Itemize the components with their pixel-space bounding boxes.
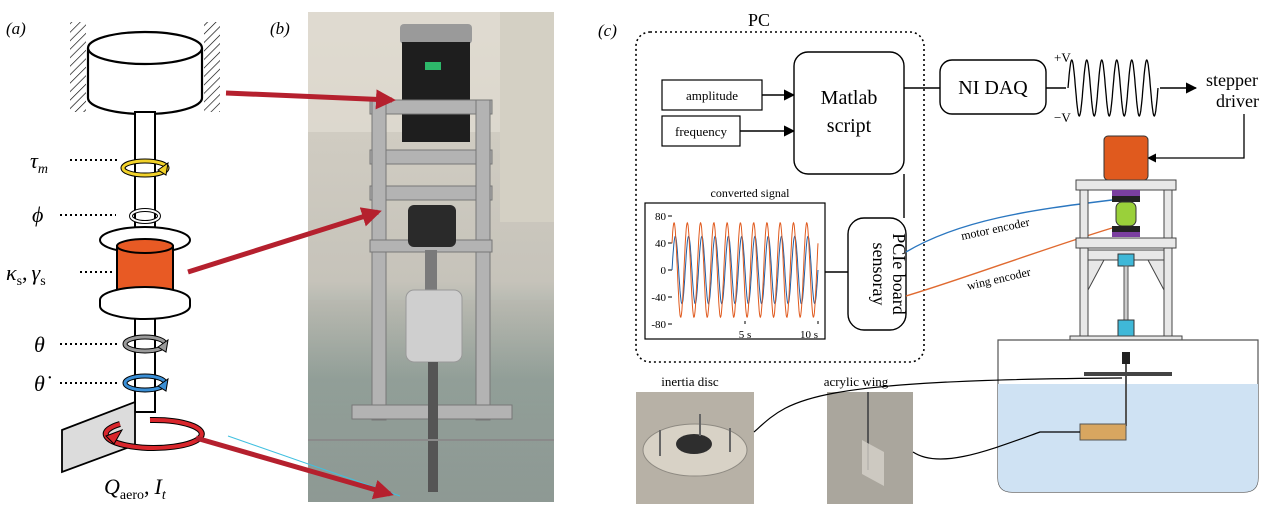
rig-coupler-top [1112, 190, 1140, 196]
left-wall-hatch [70, 22, 86, 112]
rig-top-plate [1075, 179, 1177, 191]
x-tick-label: 5 s [739, 329, 752, 341]
step-signal-wave [1067, 59, 1159, 117]
matlab-box [793, 51, 905, 175]
board-label-1: sensoray [869, 243, 889, 306]
acrylic-wing-photo [827, 392, 913, 504]
rig-mid-plate [1075, 237, 1177, 249]
label-theta: θ [34, 332, 45, 357]
y-tick-label: -80 [651, 319, 666, 331]
water [998, 384, 1258, 492]
pc-box [635, 31, 925, 363]
stepper-label-1: stepper [1206, 70, 1258, 90]
rig-drawing [997, 135, 1259, 493]
x-tick-label: 10 s [800, 329, 818, 341]
y-tick-label: 80 [655, 211, 667, 223]
photo-inertia-disc [405, 289, 463, 363]
signal-series-2 [671, 221, 819, 319]
panel-b: (b) [227, 12, 554, 502]
inertia-disc-photo [636, 392, 754, 504]
y-tick-label: -40 [651, 292, 666, 304]
label-q-aero-inertia: Qaero, It [104, 474, 167, 503]
chart-title: converted signal [711, 186, 791, 200]
rig-brace-right [1147, 259, 1165, 291]
acrylic-wing-pointer [912, 431, 1080, 460]
matlab-label-1: Matlab [821, 87, 878, 109]
board-label-2: PCIe board [889, 233, 909, 314]
vminus-label: −V [1054, 110, 1071, 125]
wing-plate [61, 400, 136, 474]
vplus-label: +V [1054, 50, 1071, 65]
photo-motor-top [400, 24, 472, 44]
arrow-motor [225, 89, 396, 110]
chart-lines [671, 221, 819, 319]
leader-lines [60, 159, 118, 384]
y-tick-label: 0 [661, 265, 667, 277]
acrylic-wing-label: acrylic wing [824, 374, 889, 389]
photo-wing-line [227, 435, 401, 497]
photo-motor-label [425, 62, 441, 70]
frequency-box [661, 115, 741, 147]
label-kappa-gamma: κs, γs [6, 260, 46, 289]
panel-a: (a) [6, 19, 220, 503]
inertia-disc-label: inertia disc [661, 374, 719, 389]
rig-left-post [1079, 189, 1089, 341]
signal-series-1 [671, 235, 819, 305]
motor-cylinder [86, 30, 204, 116]
red-arrows [187, 89, 396, 500]
pc-title: PC [748, 10, 770, 30]
y-tick-label: 40 [655, 238, 667, 250]
rig-disc-bottom [1112, 226, 1140, 232]
arrow-spring [187, 207, 382, 275]
label-phi: ϕ [32, 202, 43, 227]
angle-ring-gray [122, 334, 169, 354]
aero-torque-ring [102, 416, 205, 451]
photo-shaft [425, 250, 437, 290]
photo-wing-shaft [428, 362, 438, 492]
panel-c-label: (c) [598, 21, 617, 40]
right-wall-hatch [204, 22, 220, 112]
inertia-disc-pointer [753, 377, 1123, 433]
rig-spring [1115, 201, 1137, 227]
photo-wall-right [500, 12, 554, 222]
angle-ring-white [129, 208, 161, 224]
rig-shaft [1123, 265, 1129, 321]
rig-right-post [1163, 189, 1173, 341]
amplitude-label: amplitude [686, 88, 738, 103]
rig-wing-hub [1122, 352, 1130, 364]
wing-encoder-label: wing encoder [966, 265, 1032, 293]
rig-brace-left [1087, 259, 1105, 291]
frequency-label: frequency [675, 124, 727, 139]
rig-disc-top [1112, 196, 1140, 202]
matlab-label-2: script [827, 115, 872, 137]
torsional-spring [99, 226, 191, 320]
sensoray-box [847, 217, 907, 331]
photo-spring-element [408, 205, 456, 247]
rig-encoder-lower [1117, 319, 1135, 337]
photo-motor [402, 42, 470, 142]
photo-frame [351, 99, 513, 421]
stepper-label-2: driver [1216, 91, 1259, 111]
panel-a-label: (a) [6, 19, 26, 38]
rig-motor [1103, 135, 1149, 181]
rig-encoder-upper [1117, 253, 1135, 267]
daq-box [939, 59, 1047, 115]
torque-ring-yellow [120, 158, 170, 178]
rate-ring-blue [122, 373, 169, 393]
label-theta-dot: θ̇ [34, 371, 52, 396]
chart-axes: 80 40 0 -40 -80 5 s 10 s [651, 211, 819, 341]
rig-disc-plate [1084, 372, 1172, 376]
arrow-wing [195, 435, 394, 500]
panel-b-label: (b) [270, 19, 290, 38]
driver-motor-line [1147, 114, 1245, 163]
rig-coupler-bottom [1112, 232, 1140, 237]
label-tau: τm [30, 148, 48, 177]
panel-c: (c) PC amplitude frequency Matlab script… [598, 10, 1259, 504]
rig-wing [1079, 423, 1127, 441]
daq-label: NI DAQ [958, 77, 1028, 99]
